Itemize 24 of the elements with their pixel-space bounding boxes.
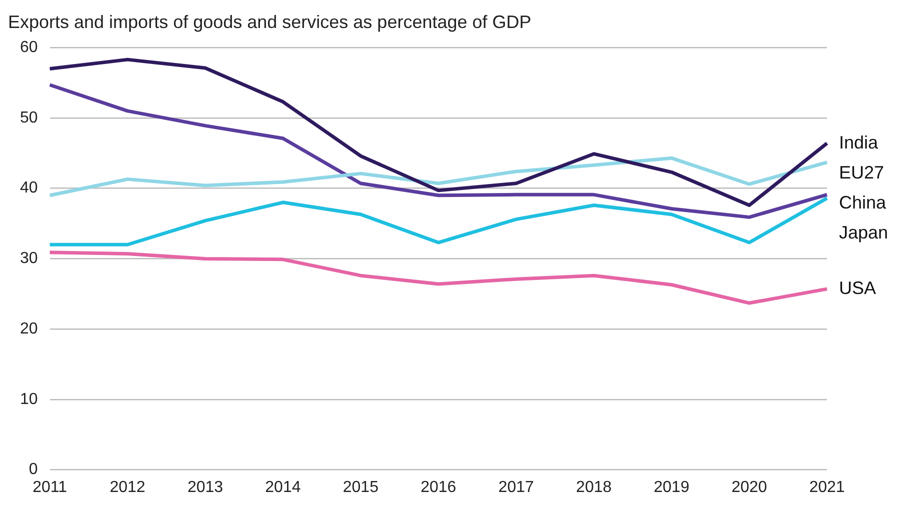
series-label: Japan [839,222,888,242]
x-tick-label: 2020 [731,478,768,496]
y-tick-label: 40 [20,180,38,197]
y-tick-label: 20 [20,320,38,338]
x-tick-label: 2012 [110,478,146,496]
x-tick-label: 2014 [265,478,301,496]
x-tick-label: 2021 [809,478,845,496]
x-tick-label: 2011 [32,478,68,496]
x-tick-label: 2018 [576,478,612,496]
chart-title: Exports and imports of goods and services as percentage of GDP [8,12,532,32]
x-tick-label: 2016 [420,478,456,496]
series-label: India [839,132,880,152]
y-tick-label: 10 [20,390,38,408]
y-tick-label: 0 [28,461,38,478]
x-tick-label: 2015 [342,478,379,496]
y-tick-label: 50 [20,109,38,126]
series-label: USA [839,278,876,298]
x-tick-label: 2017 [498,478,534,496]
x-tick-label: 2019 [654,478,690,496]
y-tick-label: 60 [20,39,38,56]
y-tick-label: 30 [20,250,38,268]
series-label: EU27 [839,162,884,182]
x-tick-label: 2013 [187,478,224,496]
series-label: China [839,192,888,212]
